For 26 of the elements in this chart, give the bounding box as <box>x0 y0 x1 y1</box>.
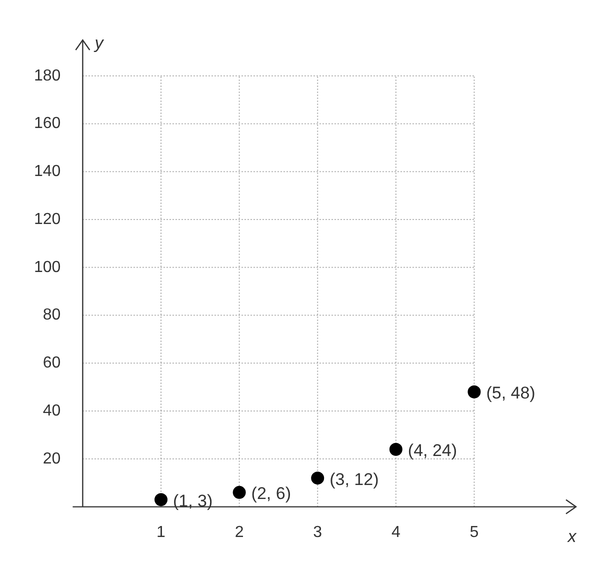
y-tick-label: 100 <box>34 258 61 276</box>
annotation: (2, 6) <box>251 484 291 504</box>
y-tick-label: 180 <box>34 67 61 84</box>
annotation: (3, 12) <box>330 470 379 489</box>
annotation: (4, 24) <box>408 441 458 460</box>
y-tick-label: 40 <box>42 402 61 420</box>
y-tick-label: 20 <box>42 450 61 468</box>
point <box>154 493 168 506</box>
y-axis-title: y <box>94 34 105 53</box>
y-tick-label: 120 <box>34 210 61 228</box>
annotation: (1, 3) <box>173 491 213 510</box>
y-tick-label: 140 <box>34 163 61 180</box>
x-tick-label: 2 <box>234 524 244 541</box>
y-tick-label: 160 <box>34 115 61 132</box>
x-tick-label: 3 <box>313 524 322 541</box>
point <box>389 442 402 456</box>
x-tick-label: 4 <box>391 524 400 541</box>
annotation: (5, 48) <box>486 384 536 403</box>
point <box>232 486 246 499</box>
x-tick-label: 1 <box>156 524 166 541</box>
x-axis-title: x <box>566 527 577 546</box>
point <box>468 385 481 398</box>
x-tick-label: 5 <box>470 524 479 541</box>
point <box>311 472 324 485</box>
y-tick-label: 60 <box>42 354 61 372</box>
y-tick-label: 80 <box>42 306 61 324</box>
